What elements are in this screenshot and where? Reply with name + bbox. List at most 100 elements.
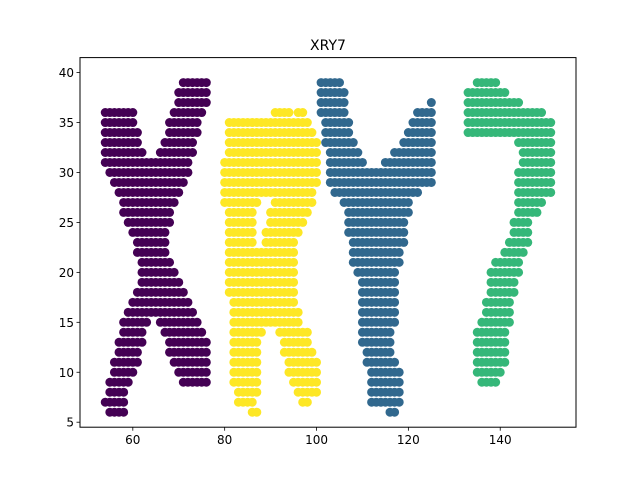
data-point — [247, 217, 257, 227]
data-point — [128, 118, 138, 128]
data-point — [293, 307, 303, 317]
data-point — [500, 357, 510, 367]
data-point — [546, 118, 556, 128]
data-point — [289, 277, 299, 287]
y-tick-label: 35 — [59, 116, 74, 130]
data-point — [426, 177, 436, 187]
data-point — [344, 128, 354, 138]
data-point — [123, 377, 133, 387]
data-point — [518, 247, 528, 257]
data-point — [307, 128, 317, 138]
data-point — [293, 227, 303, 237]
data-point — [160, 237, 170, 247]
data-point — [403, 207, 413, 217]
data-point — [413, 187, 423, 197]
data-point — [256, 327, 266, 337]
data-point — [399, 217, 409, 227]
points-layer — [100, 78, 556, 417]
data-point — [119, 397, 129, 407]
data-point — [252, 357, 262, 367]
data-point — [546, 128, 556, 138]
data-point — [252, 387, 262, 397]
data-point — [201, 88, 211, 98]
data-point — [394, 247, 404, 257]
data-point — [289, 287, 299, 297]
data-point — [385, 347, 395, 357]
data-point — [390, 317, 400, 327]
data-point — [302, 337, 312, 347]
chart-title: XRY7 — [310, 38, 346, 54]
data-point — [312, 167, 322, 177]
data-point — [312, 138, 322, 148]
data-point — [192, 118, 202, 128]
series-Y — [316, 78, 436, 417]
data-point — [183, 167, 193, 177]
data-point — [348, 138, 358, 148]
data-point — [188, 307, 198, 317]
data-point — [509, 277, 519, 287]
data-point — [169, 197, 179, 207]
data-point — [537, 197, 547, 207]
y-tick-label: 20 — [59, 266, 74, 280]
data-point — [403, 197, 413, 207]
data-point — [399, 237, 409, 247]
data-point — [119, 387, 129, 397]
data-point — [514, 267, 524, 277]
x-tick-label: 60 — [125, 433, 140, 447]
data-point — [385, 337, 395, 347]
data-point — [339, 88, 349, 98]
data-point — [188, 148, 198, 157]
data-point — [302, 327, 312, 337]
data-point — [546, 138, 556, 148]
data-point — [132, 347, 142, 357]
data-point — [334, 78, 344, 88]
data-point — [546, 167, 556, 177]
data-point — [523, 227, 533, 237]
data-point — [385, 327, 395, 337]
data-point — [142, 317, 152, 327]
data-point — [426, 148, 436, 157]
data-point — [394, 397, 404, 407]
data-point — [192, 128, 202, 138]
data-point — [247, 397, 257, 407]
data-point — [546, 187, 556, 197]
data-point — [426, 118, 436, 128]
y-tick-label: 5 — [66, 416, 74, 430]
data-point — [183, 297, 193, 307]
data-point — [201, 347, 211, 357]
data-point — [201, 367, 211, 377]
data-point — [500, 327, 510, 337]
data-point — [394, 257, 404, 267]
data-point — [137, 337, 147, 347]
data-point — [132, 128, 142, 138]
data-point — [523, 217, 533, 227]
data-point — [183, 157, 193, 167]
data-point — [289, 247, 299, 257]
x-tick-label: 140 — [489, 433, 512, 447]
data-point — [504, 317, 514, 327]
data-point — [160, 247, 170, 257]
y-tick-label: 40 — [59, 66, 74, 80]
data-point — [426, 157, 436, 167]
series-X — [100, 78, 211, 417]
data-point — [165, 217, 175, 227]
data-point — [426, 108, 436, 118]
data-point — [289, 257, 299, 267]
data-point — [201, 357, 211, 367]
data-point — [514, 98, 524, 108]
data-point — [201, 98, 211, 108]
data-point — [178, 287, 188, 297]
data-point — [293, 317, 303, 327]
data-point — [192, 317, 202, 327]
data-point — [137, 148, 147, 157]
data-point — [491, 78, 501, 88]
data-point — [165, 257, 175, 267]
data-point — [119, 407, 129, 417]
data-point — [394, 387, 404, 397]
data-point — [302, 397, 312, 407]
data-point — [302, 118, 312, 128]
data-point — [307, 197, 317, 207]
data-point — [312, 387, 322, 397]
